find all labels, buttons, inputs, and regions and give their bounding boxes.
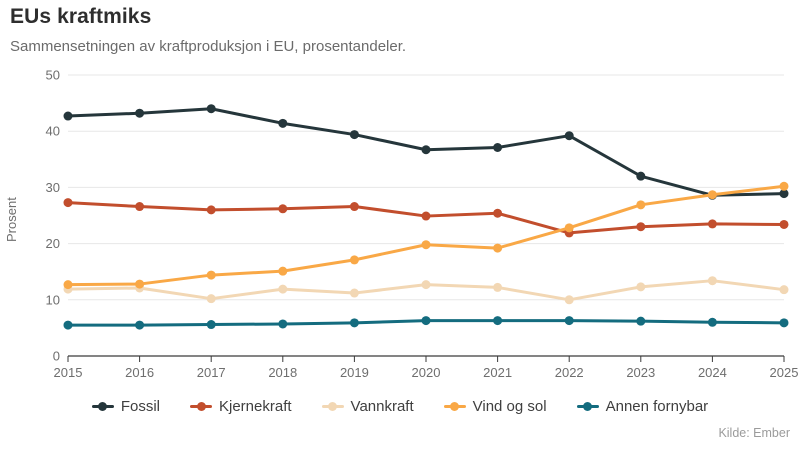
data-point-kjernekraft — [421, 211, 431, 221]
source-credit: Kilde: Ember — [718, 426, 790, 440]
data-point-annen-fornybar — [707, 317, 717, 327]
data-point-fossil — [206, 104, 216, 114]
data-point-kjernekraft — [63, 198, 73, 208]
legend-item-fossil[interactable]: Fossil — [91, 398, 160, 415]
legend-marker-icon — [321, 402, 344, 411]
legend: Fossil Kjernekraft Vannkraft Vind og sol Ann… — [0, 398, 800, 415]
data-point-annen-fornybar — [421, 316, 431, 326]
data-point-annen-fornybar — [636, 316, 646, 326]
data-point-fossil — [493, 142, 503, 152]
y-tick-label: 30 — [46, 180, 60, 195]
x-tick-label: 2025 — [770, 365, 799, 380]
data-point-vind-og-sol — [421, 240, 431, 250]
data-point-fossil — [779, 189, 789, 199]
chart-subtitle: Sammensetningen av kraftproduksjon i EU,… — [10, 38, 407, 55]
legend-label: Fossil — [120, 398, 160, 415]
x-tick-label: 2021 — [483, 365, 512, 380]
x-tick-label: 2017 — [197, 365, 226, 380]
data-point-vind-og-sol — [564, 223, 574, 233]
data-point-vannkraft — [707, 276, 717, 286]
data-point-kjernekraft — [206, 205, 216, 215]
data-point-annen-fornybar — [206, 320, 216, 330]
x-tick-label: 2015 — [54, 365, 83, 380]
data-point-vannkraft — [421, 280, 431, 290]
legend-label: Vind og sol — [472, 398, 547, 415]
data-point-vind-og-sol — [206, 270, 216, 280]
data-point-vind-og-sol — [493, 243, 503, 253]
legend-item-annen-fornybar[interactable]: Annen fornybar — [576, 398, 709, 415]
data-point-fossil — [636, 171, 646, 181]
x-tick-label: 2023 — [626, 365, 655, 380]
data-point-vannkraft — [636, 282, 646, 292]
x-tick-label: 2018 — [268, 365, 297, 380]
y-tick-label: 40 — [46, 124, 60, 139]
data-point-annen-fornybar — [493, 316, 503, 326]
data-point-annen-fornybar — [564, 316, 574, 326]
data-point-kjernekraft — [493, 208, 503, 218]
data-point-vind-og-sol — [779, 181, 789, 191]
data-point-annen-fornybar — [135, 320, 145, 330]
y-tick-label: 10 — [46, 292, 60, 307]
x-tick-label: 2022 — [555, 365, 584, 380]
data-point-vind-og-sol — [707, 190, 717, 200]
data-point-fossil — [63, 111, 73, 121]
data-point-vind-og-sol — [63, 280, 73, 290]
data-point-kjernekraft — [349, 202, 359, 212]
data-point-vannkraft — [493, 282, 503, 292]
x-tick-label: 2024 — [698, 365, 727, 380]
legend-item-vind-og-sol[interactable]: Vind og sol — [443, 398, 547, 415]
y-axis-title: Prosent — [4, 197, 19, 243]
data-point-fossil — [135, 108, 145, 118]
data-point-vannkraft — [779, 285, 789, 295]
legend-marker-icon — [91, 402, 114, 411]
x-tick-label: 2019 — [340, 365, 369, 380]
legend-label: Annen fornybar — [605, 398, 709, 415]
data-point-fossil — [278, 118, 288, 128]
data-point-vind-og-sol — [349, 255, 359, 265]
y-tick-label: 20 — [46, 236, 60, 251]
data-point-kjernekraft — [278, 204, 288, 214]
legend-label: Vannkraft — [350, 398, 414, 415]
data-point-annen-fornybar — [349, 318, 359, 328]
chart-title: EUs kraftmiks — [10, 5, 152, 28]
data-point-vannkraft — [206, 294, 216, 304]
data-point-vannkraft — [564, 295, 574, 305]
data-point-kjernekraft — [779, 219, 789, 229]
data-point-vind-og-sol — [135, 279, 145, 289]
legend-label: Kjernekraft — [219, 398, 292, 415]
data-point-annen-fornybar — [63, 320, 73, 330]
legend-marker-icon — [576, 402, 599, 411]
legend-item-vannkraft[interactable]: Vannkraft — [321, 398, 414, 415]
data-point-annen-fornybar — [779, 318, 789, 328]
x-tick-label: 2016 — [125, 365, 154, 380]
data-point-vannkraft — [349, 288, 359, 298]
data-point-kjernekraft — [707, 219, 717, 229]
data-point-kjernekraft — [636, 222, 646, 232]
data-point-fossil — [421, 145, 431, 155]
legend-marker-icon — [443, 402, 466, 411]
x-tick-label: 2020 — [412, 365, 441, 380]
legend-item-kjernekraft[interactable]: Kjernekraft — [190, 398, 292, 415]
series-line-vind-og-sol — [66, 184, 786, 287]
data-point-annen-fornybar — [278, 319, 288, 329]
data-point-vind-og-sol — [278, 266, 288, 276]
data-point-fossil — [349, 130, 359, 140]
y-tick-label: 0 — [53, 349, 60, 364]
data-point-vannkraft — [278, 284, 288, 294]
data-point-vind-og-sol — [636, 200, 646, 210]
data-point-kjernekraft — [135, 202, 145, 212]
data-point-fossil — [564, 131, 574, 141]
y-tick-label: 50 — [46, 68, 60, 83]
legend-marker-icon — [190, 402, 212, 411]
